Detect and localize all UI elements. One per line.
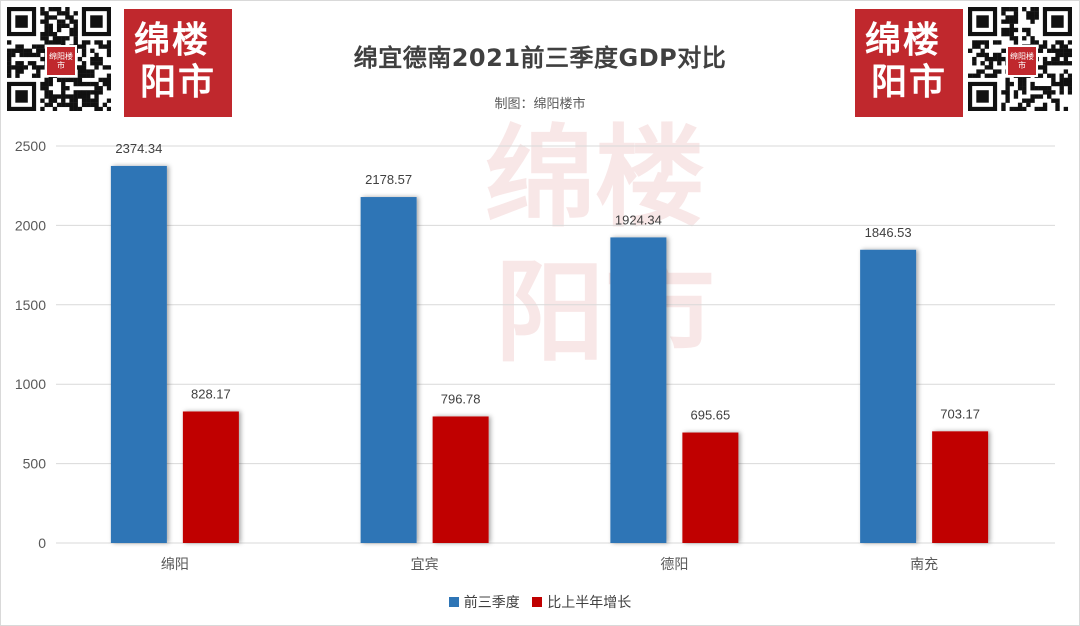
chart-legend: 前三季度 比上半年增长 <box>0 592 1080 612</box>
data-label: 2374.34 <box>115 141 162 156</box>
x-tick-label: 绵阳 <box>161 556 189 573</box>
data-label: 828.17 <box>191 386 231 401</box>
data-label: 2178.57 <box>365 172 412 187</box>
x-tick-label: 德阳 <box>660 557 688 573</box>
brand-logo-right: 绵楼 阳市 <box>855 9 963 117</box>
qr-code-left[interactable]: 绵阳楼市 <box>7 7 112 112</box>
brand-logo-left: 绵楼 阳市 <box>124 9 232 117</box>
logo-line-1: 绵楼 <box>865 19 942 61</box>
data-label: 1924.34 <box>615 212 662 227</box>
y-tick-label: 0 <box>38 535 46 551</box>
chart-subtitle: 制图：绵阳楼市 <box>494 97 586 112</box>
bar <box>110 165 167 543</box>
data-label: 1846.53 <box>865 225 912 240</box>
legend-label-series-2: 比上半年增长 <box>547 595 632 611</box>
qr-badge-right: 绵阳楼市 <box>1006 45 1038 77</box>
qr-pattern-right <box>968 7 1073 112</box>
bar <box>432 416 489 543</box>
bar <box>182 411 239 543</box>
qr-pattern-left <box>7 7 112 112</box>
logo-line-2: 阳市 <box>140 61 217 103</box>
y-tick-label: 2500 <box>15 138 46 154</box>
data-label: 695.65 <box>690 408 730 423</box>
legend-swatch-series-1 <box>448 597 459 607</box>
legend-label-series-1: 前三季度 <box>463 595 520 611</box>
legend-item-series-2[interactable]: 比上半年增长 <box>532 592 631 612</box>
bar <box>932 431 989 543</box>
legend-swatch-series-2 <box>532 597 543 607</box>
data-label: 796.78 <box>441 391 481 406</box>
data-label: 703.17 <box>940 406 980 421</box>
chart-title: 绵宜德南2021前三季度GDP对比 <box>353 44 727 72</box>
y-tick-label: 2000 <box>15 217 46 233</box>
bar <box>860 249 917 543</box>
y-tick-label: 500 <box>23 456 47 472</box>
bar <box>682 432 739 543</box>
qr-badge-left: 绵阳楼市 <box>45 45 77 77</box>
legend-item-series-1[interactable]: 前三季度 <box>448 592 520 612</box>
bar <box>610 237 667 544</box>
x-tick-label: 南充 <box>910 557 938 573</box>
qr-code-right[interactable]: 绵阳楼市 <box>968 7 1073 112</box>
logo-line-2: 阳市 <box>871 61 948 103</box>
y-tick-label: 1500 <box>15 297 46 313</box>
x-tick-label: 宜宾 <box>411 557 439 573</box>
y-tick-label: 1000 <box>15 376 46 392</box>
bar <box>360 197 417 543</box>
logo-line-1: 绵楼 <box>134 19 211 61</box>
